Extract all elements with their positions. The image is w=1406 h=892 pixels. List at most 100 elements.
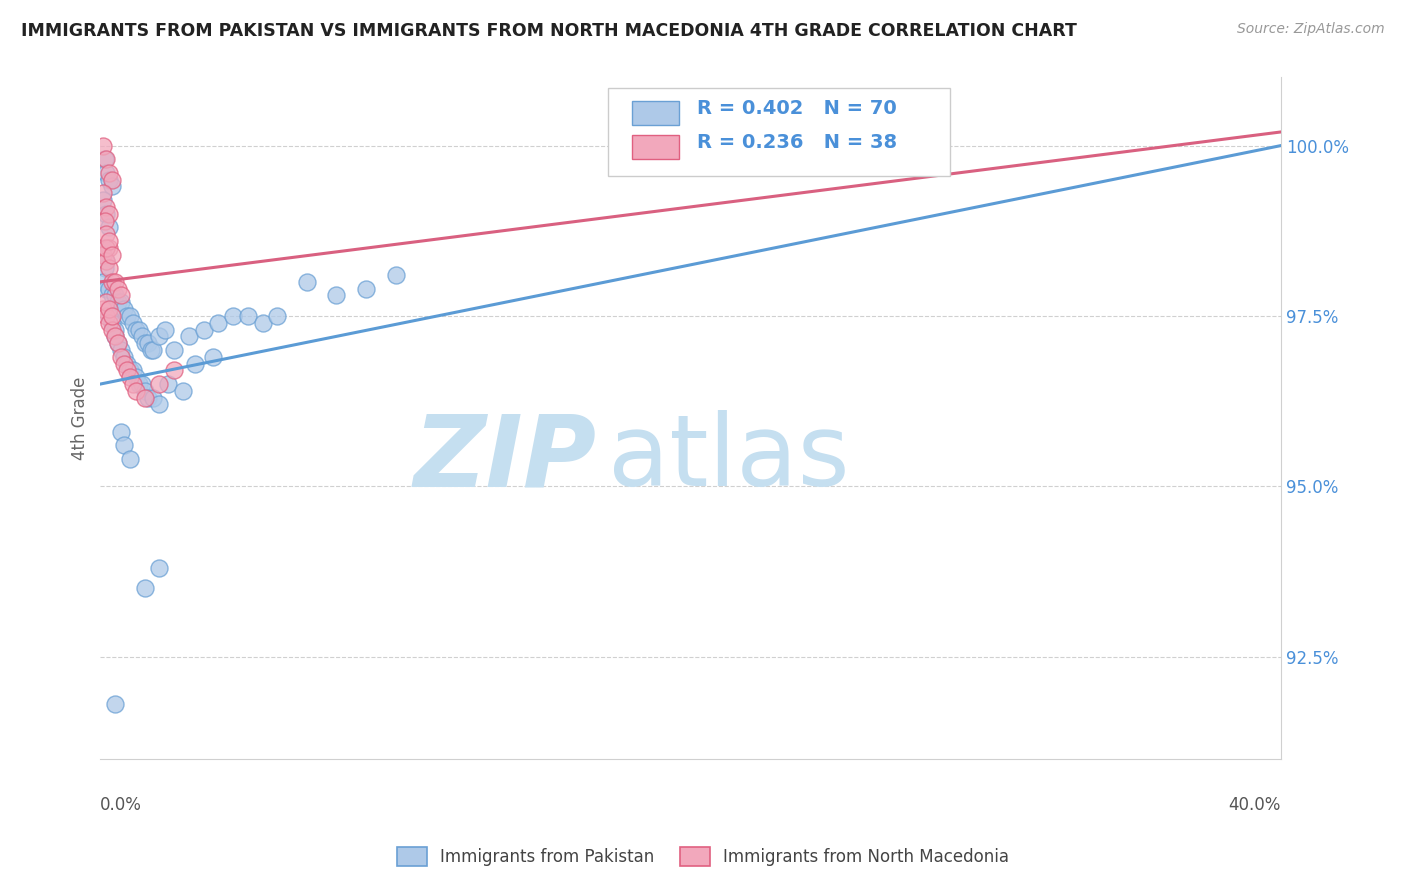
Point xyxy=(115,363,138,377)
Point xyxy=(96,254,118,268)
Point xyxy=(107,336,129,351)
Point xyxy=(101,275,124,289)
Point xyxy=(112,302,135,317)
Point xyxy=(148,561,170,575)
Point xyxy=(354,282,377,296)
Point xyxy=(107,295,129,310)
Point xyxy=(134,384,156,398)
Point xyxy=(172,384,194,398)
Point xyxy=(136,391,159,405)
Point xyxy=(325,288,347,302)
Point xyxy=(148,377,170,392)
Point xyxy=(91,302,114,317)
Point xyxy=(96,200,118,214)
Point xyxy=(118,370,141,384)
Point xyxy=(121,363,143,377)
Point xyxy=(91,138,114,153)
Point xyxy=(142,391,165,405)
Point xyxy=(98,261,121,276)
Point xyxy=(157,377,180,392)
Point xyxy=(112,350,135,364)
Point xyxy=(121,377,143,392)
Point xyxy=(148,329,170,343)
Point xyxy=(236,309,259,323)
Point xyxy=(128,377,150,392)
Point xyxy=(96,309,118,323)
Point xyxy=(266,309,288,323)
FancyBboxPatch shape xyxy=(631,136,679,159)
Point xyxy=(96,152,118,166)
Point xyxy=(104,329,127,343)
Point xyxy=(96,166,118,180)
Point xyxy=(118,452,141,467)
Point xyxy=(134,336,156,351)
Y-axis label: 4th Grade: 4th Grade xyxy=(72,376,89,459)
Point xyxy=(96,227,118,241)
FancyBboxPatch shape xyxy=(607,87,950,177)
FancyBboxPatch shape xyxy=(631,102,679,125)
Point xyxy=(104,288,127,302)
Point xyxy=(104,329,127,343)
Point xyxy=(104,275,127,289)
Point xyxy=(163,363,186,377)
Point xyxy=(121,316,143,330)
Point xyxy=(91,247,114,261)
Point xyxy=(125,322,148,336)
Point xyxy=(139,343,162,357)
Text: 40.0%: 40.0% xyxy=(1229,797,1281,814)
Point xyxy=(98,302,121,317)
Point xyxy=(110,343,132,357)
Point xyxy=(155,322,177,336)
Point xyxy=(134,391,156,405)
Point xyxy=(96,254,118,268)
Point xyxy=(193,322,215,336)
Point xyxy=(104,698,127,712)
Point xyxy=(184,357,207,371)
Text: ZIP: ZIP xyxy=(413,410,596,508)
Point xyxy=(98,282,121,296)
Point xyxy=(94,261,117,276)
Legend: Immigrants from Pakistan, Immigrants from North Macedonia: Immigrants from Pakistan, Immigrants fro… xyxy=(388,838,1018,875)
Point xyxy=(128,322,150,336)
Point xyxy=(96,241,118,255)
Point xyxy=(101,179,124,194)
Point xyxy=(98,172,121,186)
Point xyxy=(110,295,132,310)
Point xyxy=(101,247,124,261)
Point xyxy=(91,186,114,201)
Point xyxy=(96,207,118,221)
Point xyxy=(886,138,908,153)
Point xyxy=(115,309,138,323)
Point xyxy=(98,316,121,330)
Point xyxy=(98,234,121,248)
Point xyxy=(91,275,114,289)
Point xyxy=(222,309,245,323)
Point xyxy=(101,309,124,323)
Point xyxy=(110,350,132,364)
Point xyxy=(118,309,141,323)
Point xyxy=(91,241,114,255)
Point xyxy=(101,322,124,336)
Point xyxy=(101,288,124,302)
Point xyxy=(136,336,159,351)
Point xyxy=(384,268,406,282)
Point xyxy=(94,152,117,166)
Point xyxy=(142,343,165,357)
Point xyxy=(110,425,132,439)
Point xyxy=(201,350,224,364)
Point xyxy=(91,193,114,207)
Point xyxy=(125,370,148,384)
Text: atlas: atlas xyxy=(607,410,849,508)
Point xyxy=(177,329,200,343)
Point xyxy=(163,343,186,357)
Point xyxy=(107,282,129,296)
Text: 0.0%: 0.0% xyxy=(100,797,142,814)
Point xyxy=(101,316,124,330)
Point xyxy=(112,438,135,452)
Point xyxy=(96,282,118,296)
Point xyxy=(134,582,156,596)
Point xyxy=(295,275,318,289)
Point xyxy=(94,213,117,227)
Point xyxy=(131,377,153,392)
Text: R = 0.402   N = 70: R = 0.402 N = 70 xyxy=(696,99,896,118)
